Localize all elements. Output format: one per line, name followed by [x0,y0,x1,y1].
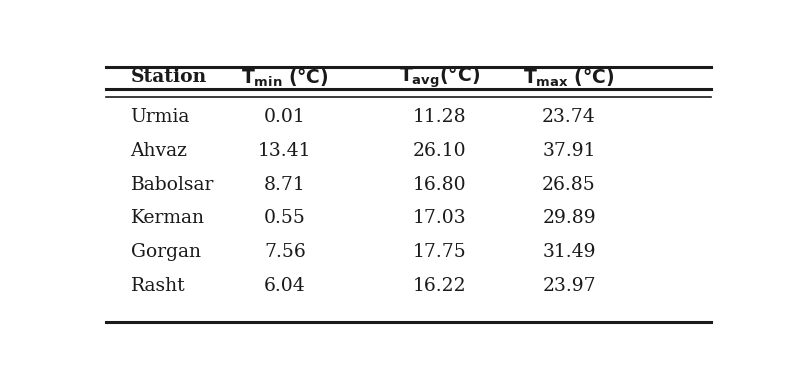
Text: 0.01: 0.01 [264,108,306,127]
Text: Station: Station [131,68,206,86]
Text: 23.74: 23.74 [542,108,596,127]
Text: 11.28: 11.28 [413,108,466,127]
Text: $\mathbf{T}_{\mathbf{max}}$ $\mathbf{(°C)}$: $\mathbf{T}_{\mathbf{max}}$ $\mathbf{(°C… [524,66,614,89]
Text: 0.55: 0.55 [264,210,306,227]
Text: 37.91: 37.91 [542,142,596,160]
Text: 29.89: 29.89 [542,210,596,227]
Text: 17.75: 17.75 [413,243,466,261]
Text: 31.49: 31.49 [542,243,596,261]
Text: Urmia: Urmia [131,108,190,127]
Text: 7.56: 7.56 [264,243,306,261]
Text: 26.85: 26.85 [542,176,596,194]
Text: $\mathbf{T}_{\mathbf{avg}}$$\mathbf{(°C)}$: $\mathbf{T}_{\mathbf{avg}}$$\mathbf{(°C)… [398,65,480,90]
Text: 17.03: 17.03 [413,210,466,227]
Text: Gorgan: Gorgan [131,243,201,261]
Text: Rasht: Rasht [131,277,185,295]
Text: 16.80: 16.80 [413,176,466,194]
Text: 16.22: 16.22 [413,277,466,295]
Text: 6.04: 6.04 [264,277,306,295]
Text: Babolsar: Babolsar [131,176,214,194]
Text: Kerman: Kerman [131,210,205,227]
Text: 26.10: 26.10 [413,142,466,160]
Text: 8.71: 8.71 [264,176,306,194]
Text: Ahvaz: Ahvaz [131,142,187,160]
Text: 13.41: 13.41 [258,142,312,160]
Text: 23.97: 23.97 [542,277,596,295]
Text: $\mathbf{T}_{\mathbf{min}}$ $\mathbf{(°C)}$: $\mathbf{T}_{\mathbf{min}}$ $\mathbf{(°C… [241,66,329,89]
